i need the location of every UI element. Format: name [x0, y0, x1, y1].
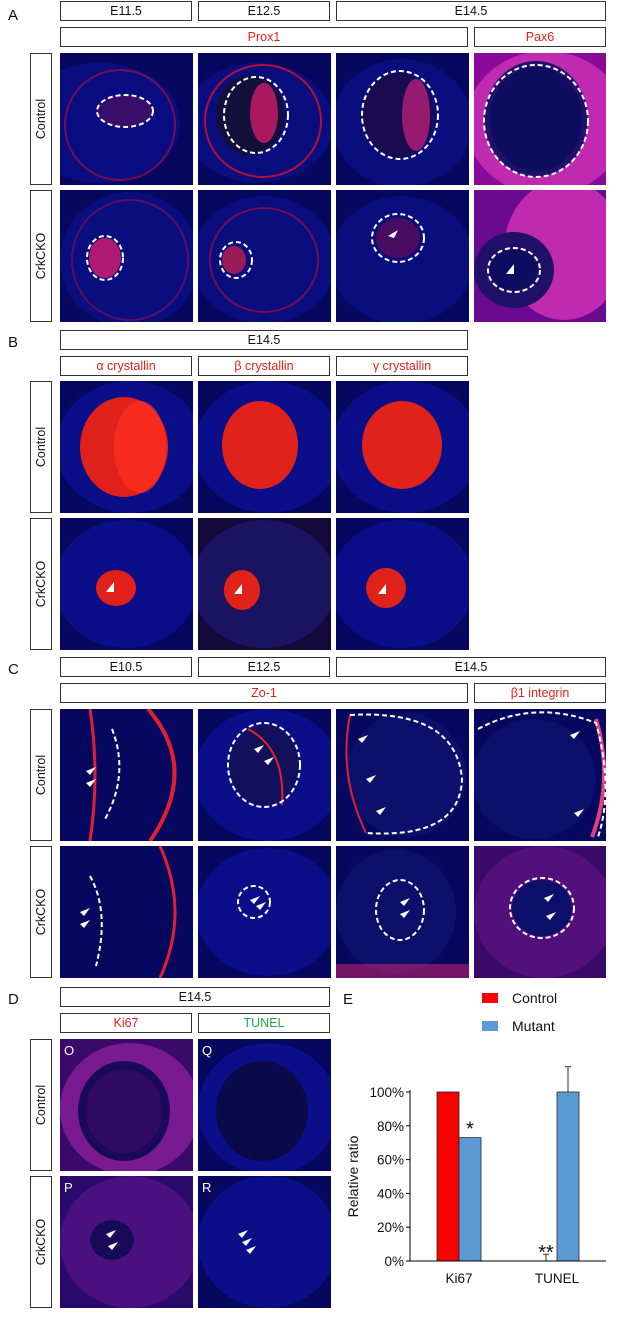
- panel-c-letter: C: [8, 661, 19, 678]
- d-control-ki67-image: O: [60, 1039, 193, 1171]
- a-row-control: Control: [30, 53, 52, 185]
- a-row-crkcko: CrkCKO: [30, 190, 52, 322]
- a-marker-pax6: Pax6: [474, 27, 606, 47]
- x-tick-label-ki67: Ki67: [445, 1271, 472, 1286]
- legend-swatch-mutant: [482, 1021, 498, 1031]
- legend-label-mutant: Mutant: [512, 1018, 555, 1034]
- a-control-e12-5-image: [198, 53, 331, 185]
- x-tick-label-tunel: TUNEL: [535, 1271, 580, 1286]
- c-crkcko-e14-5-image: [336, 846, 469, 978]
- panel-b-letter: B: [8, 334, 19, 351]
- bar-control-ki67: [436, 1091, 460, 1262]
- b-control-alpha-image: [60, 381, 193, 513]
- c-control-e10-5-image: [60, 709, 193, 841]
- a-marker-prox1: Prox1: [60, 27, 468, 47]
- c-marker-zo1: Zo-1: [60, 683, 468, 703]
- a-stage-e11-5: E11.5: [60, 1, 192, 21]
- c-row-control: Control: [30, 709, 52, 841]
- significance-tunel: **: [538, 1242, 554, 1264]
- panel-d-letter: D: [8, 991, 19, 1008]
- legend-label-control: Control: [512, 990, 557, 1006]
- c-control-e14-5-image: [336, 709, 469, 841]
- a-crkcko-e11-5-image: [60, 190, 193, 322]
- d-crkcko-tunel-image: R: [198, 1176, 331, 1308]
- d-row-crkcko: CrkCKO: [30, 1176, 52, 1308]
- bars: ***: [436, 1066, 580, 1264]
- b-stage-e14-5: E14.5: [60, 330, 468, 350]
- bar-mutant-tunel: [556, 1091, 580, 1262]
- d-stage-e14-5: E14.5: [60, 987, 330, 1007]
- a-control-pax6-image: [474, 53, 606, 185]
- b-control-gamma-image: [336, 381, 469, 513]
- c-control-e12-5-image: [198, 709, 331, 841]
- a-crkcko-pax6-image: [474, 190, 606, 322]
- b-crkcko-alpha-image: [60, 518, 193, 650]
- d-control-tunel-image: Q: [198, 1039, 331, 1171]
- c-row-crkcko: CrkCKO: [30, 846, 52, 978]
- d-marker-tunel: TUNEL: [198, 1013, 330, 1033]
- a-control-e11-5-image: [60, 53, 193, 185]
- b-marker-beta-crystallin: β crystallin: [198, 356, 330, 376]
- significance-ki67: *: [466, 1119, 474, 1141]
- y-axis: 0% 20% 40% 60% 80% 100%: [369, 1085, 411, 1269]
- a-stage-e14-5: E14.5: [336, 1, 606, 21]
- bar-mutant-ki67: [458, 1137, 482, 1262]
- y-tick-label: 0%: [384, 1254, 404, 1269]
- c-control-b1-integrin-image: [474, 709, 606, 841]
- y-axis-label: Relative ratio: [345, 1135, 361, 1217]
- a-crkcko-e12-5-image: [198, 190, 331, 322]
- panel-a-letter: A: [8, 7, 19, 24]
- x-axis: Ki67 TUNEL: [410, 1260, 606, 1286]
- b-row-control: Control: [30, 381, 52, 513]
- c-crkcko-e10-5-image: [60, 846, 193, 978]
- legend-swatch-control: [482, 993, 498, 1003]
- a-crkcko-e14-5-image: [336, 190, 469, 322]
- c-stage-e14-5: E14.5: [336, 657, 606, 677]
- b-marker-alpha-crystallin: α crystallin: [60, 356, 192, 376]
- c-stage-e12-5: E12.5: [198, 657, 330, 677]
- chart-legend: Control Mutant: [482, 990, 557, 1034]
- y-tick-label: 60%: [377, 1153, 404, 1168]
- c-stage-e10-5: E10.5: [60, 657, 192, 677]
- a-control-e14-5-image: [336, 53, 469, 185]
- b-control-beta-image: [198, 381, 331, 513]
- image-letter-r: R: [202, 1180, 212, 1195]
- image-letter-q: Q: [202, 1043, 213, 1058]
- c-crkcko-e12-5-image: [198, 846, 331, 978]
- c-marker-b1-integrin: β1 integrin: [474, 683, 606, 703]
- a-stage-e12-5: E12.5: [198, 1, 330, 21]
- b-row-crkcko: CrkCKO: [30, 518, 52, 650]
- y-tick-label: 20%: [377, 1220, 404, 1235]
- b-crkcko-beta-image: [198, 518, 331, 650]
- b-marker-gamma-crystallin: γ crystallin: [336, 356, 468, 376]
- image-letter-p: P: [64, 1180, 73, 1195]
- c-crkcko-b1-integrin-image: [474, 846, 606, 978]
- y-tick-label: 40%: [377, 1186, 404, 1201]
- d-crkcko-ki67-image: P: [60, 1176, 193, 1308]
- d-marker-ki67: Ki67: [60, 1013, 192, 1033]
- d-row-control: Control: [30, 1039, 52, 1171]
- panel-e-letter: E: [343, 991, 354, 1008]
- y-tick-label: 80%: [377, 1119, 404, 1134]
- y-tick-label: 100%: [369, 1085, 404, 1100]
- b-crkcko-gamma-image: [336, 518, 469, 650]
- image-letter-o: O: [64, 1043, 75, 1058]
